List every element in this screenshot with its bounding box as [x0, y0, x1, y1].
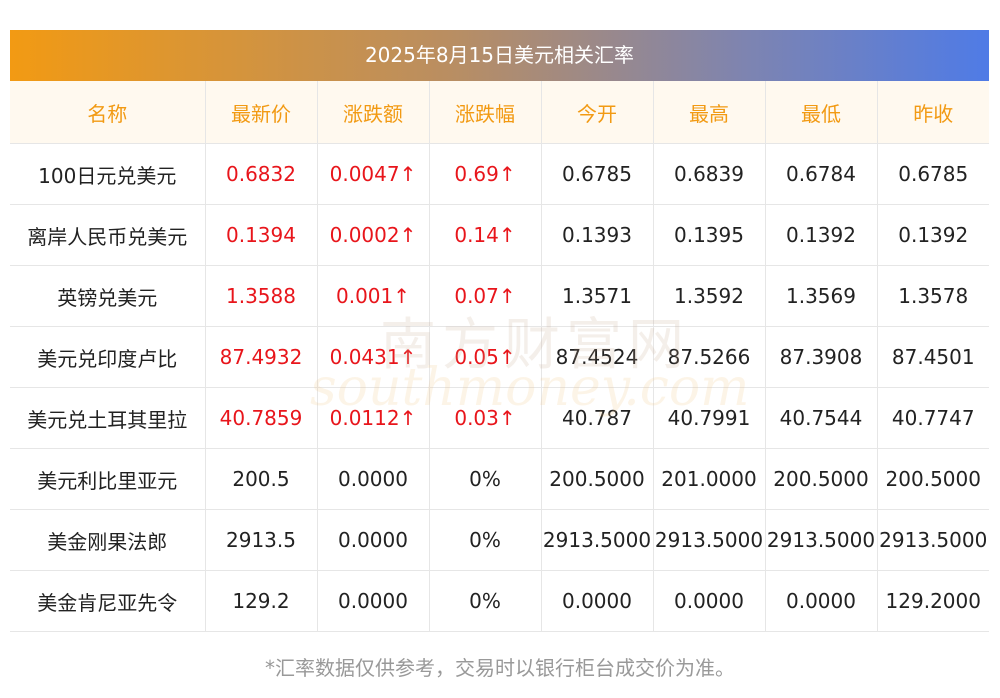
cell-pct: 0.03↑	[429, 387, 542, 449]
cell-change: 0.0431↑	[317, 326, 430, 388]
cell-name: 美元利比里亚元	[10, 448, 206, 510]
cell-high: 2913.5000	[653, 509, 766, 571]
cell-change: 0.0000	[317, 570, 430, 632]
cell-change: 0.0000	[317, 509, 430, 571]
cell-high: 1.3592	[653, 265, 766, 327]
cell-open: 40.787	[541, 387, 654, 449]
cell-open: 0.1393	[541, 204, 654, 266]
cell-latest: 0.6832	[205, 143, 318, 205]
table-row: 离岸人民币兑美元 0.1394 0.0002↑ 0.14↑ 0.1393 0.1395 0.…	[10, 204, 989, 266]
column-header-pct: 涨跌幅	[429, 81, 542, 144]
cell-high: 201.0000	[653, 448, 766, 510]
cell-open: 1.3571	[541, 265, 654, 327]
cell-latest: 1.3588	[205, 265, 318, 327]
cell-open: 0.0000	[541, 570, 654, 632]
cell-change: 0.0112↑	[317, 387, 430, 449]
cell-pct: 0%	[429, 509, 542, 571]
cell-prev: 40.7747	[877, 387, 989, 449]
cell-low: 40.7544	[765, 387, 878, 449]
cell-open: 0.6785	[541, 143, 654, 205]
cell-high: 0.6839	[653, 143, 766, 205]
table-row: 美元兑土耳其里拉 40.7859 0.0112↑ 0.03↑ 40.787 40.7991…	[10, 387, 989, 449]
cell-name: 美金肯尼亚先令	[10, 570, 206, 632]
column-header-name: 名称	[10, 81, 206, 144]
table-row: 美元兑印度卢比 87.4932 0.0431↑ 0.05↑ 87.4524 87.5266…	[10, 326, 989, 388]
table-row: 100日元兑美元 0.6832 0.0047↑ 0.69↑ 0.6785 0.6839 0.…	[10, 143, 989, 205]
column-header-low: 最低	[765, 81, 878, 144]
footnote: *汇率数据仅供参考，交易时以银行柜台成交价为准。	[265, 656, 735, 680]
table-row: 美金刚果法郎 2913.5 0.0000 0% 2913.5000 2913.5000 29…	[10, 509, 989, 571]
cell-high: 87.5266	[653, 326, 766, 388]
cell-prev: 200.5000	[877, 448, 989, 510]
cell-change: 0.0002↑	[317, 204, 430, 266]
cell-prev: 129.2000	[877, 570, 989, 632]
cell-high: 40.7991	[653, 387, 766, 449]
cell-prev: 1.3578	[877, 265, 989, 327]
column-header-prev: 昨收	[877, 81, 989, 144]
column-header-high: 最高	[653, 81, 766, 144]
cell-pct: 0.14↑	[429, 204, 542, 266]
cell-high: 0.1395	[653, 204, 766, 266]
table-row: 美元利比里亚元 200.5 0.0000 0% 200.5000 201.0000 200.…	[10, 448, 989, 510]
rates-table: 名称 最新价 涨跌额 涨跌幅 今开 最高 最低 昨收 100日元兑美元 0.683…	[10, 81, 989, 632]
cell-high: 0.0000	[653, 570, 766, 632]
cell-pct: 0.07↑	[429, 265, 542, 327]
column-header-latest: 最新价	[205, 81, 318, 144]
cell-low: 1.3569	[765, 265, 878, 327]
cell-latest: 2913.5	[205, 509, 318, 571]
cell-prev: 87.4501	[877, 326, 989, 388]
cell-low: 87.3908	[765, 326, 878, 388]
cell-latest: 40.7859	[205, 387, 318, 449]
cell-prev: 2913.5000	[877, 509, 989, 571]
cell-prev: 0.6785	[877, 143, 989, 205]
cell-name: 英镑兑美元	[10, 265, 206, 327]
rates-panel: 2025年8月15日美元相关汇率 名称 最新价 涨跌额 涨跌幅 今开 最高 最低…	[10, 30, 989, 632]
cell-name: 美金刚果法郎	[10, 509, 206, 571]
cell-open: 87.4524	[541, 326, 654, 388]
cell-prev: 0.1392	[877, 204, 989, 266]
cell-latest: 129.2	[205, 570, 318, 632]
cell-low: 0.1392	[765, 204, 878, 266]
cell-name: 离岸人民币兑美元	[10, 204, 206, 266]
cell-change: 0.001↑	[317, 265, 430, 327]
cell-name: 美元兑印度卢比	[10, 326, 206, 388]
table-header-row: 名称 最新价 涨跌额 涨跌幅 今开 最高 最低 昨收	[10, 81, 989, 144]
cell-pct: 0.69↑	[429, 143, 542, 205]
cell-latest: 87.4932	[205, 326, 318, 388]
cell-low: 0.0000	[765, 570, 878, 632]
cell-latest: 0.1394	[205, 204, 318, 266]
page-title: 2025年8月15日美元相关汇率	[10, 30, 989, 81]
column-header-open: 今开	[541, 81, 654, 144]
cell-low: 200.5000	[765, 448, 878, 510]
cell-low: 2913.5000	[765, 509, 878, 571]
cell-change: 0.0000	[317, 448, 430, 510]
cell-open: 200.5000	[541, 448, 654, 510]
table-row: 英镑兑美元 1.3588 0.001↑ 0.07↑ 1.3571 1.3592 1.3569…	[10, 265, 989, 327]
cell-name: 100日元兑美元	[10, 143, 206, 205]
cell-latest: 200.5	[205, 448, 318, 510]
table-row: 美金肯尼亚先令 129.2 0.0000 0% 0.0000 0.0000 0.0000 12…	[10, 570, 989, 632]
cell-name: 美元兑土耳其里拉	[10, 387, 206, 449]
cell-open: 2913.5000	[541, 509, 654, 571]
cell-pct: 0%	[429, 448, 542, 510]
cell-pct: 0.05↑	[429, 326, 542, 388]
cell-pct: 0%	[429, 570, 542, 632]
cell-low: 0.6784	[765, 143, 878, 205]
cell-change: 0.0047↑	[317, 143, 430, 205]
column-header-change: 涨跌额	[317, 81, 430, 144]
